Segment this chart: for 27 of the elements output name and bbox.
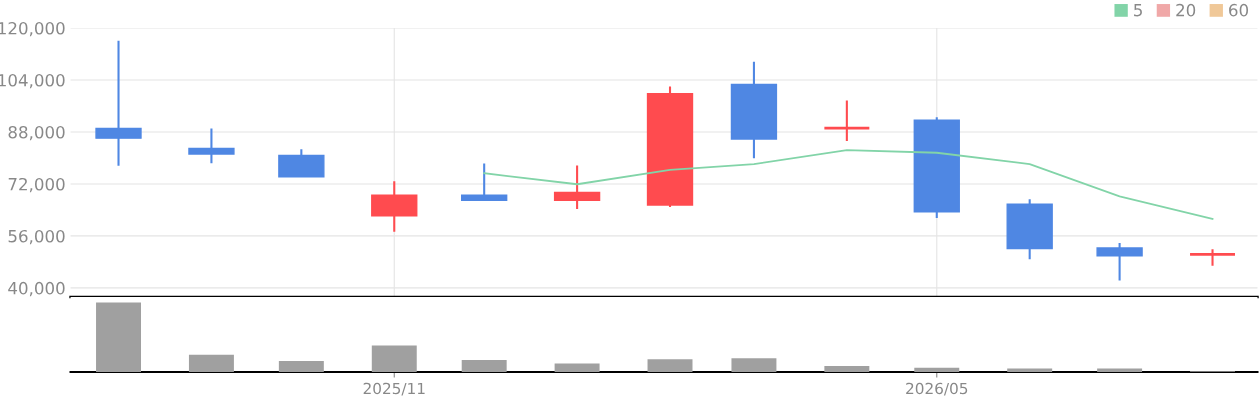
bar: [188, 354, 234, 372]
candlestick: [461, 162, 508, 202]
x-tick-label: 2025/11: [363, 382, 425, 396]
candlestick: [95, 39, 142, 167]
bar: [731, 358, 777, 372]
candlestick: [188, 127, 235, 165]
line-series: [483, 149, 1214, 220]
y-tick-label: 56,000: [8, 229, 65, 245]
y-tick-label: 72,000: [8, 177, 65, 193]
candlestick: [553, 164, 601, 210]
bar: [647, 359, 693, 372]
candlestick: [822, 99, 871, 143]
bar: [824, 366, 870, 372]
y-tick-label: 88,000: [8, 125, 65, 141]
bar: [554, 363, 600, 372]
legend-label: 20: [1176, 3, 1196, 17]
candlestick: [1096, 242, 1143, 282]
y-tick-label: 40,000: [8, 281, 65, 297]
bar: [461, 359, 507, 372]
x-tick-label: 2026/05: [906, 382, 968, 396]
bar: [278, 360, 324, 372]
bar: [371, 345, 417, 372]
legend-label: 60: [1229, 3, 1249, 17]
legend-label: 5: [1134, 4, 1142, 17]
bar: [914, 367, 960, 372]
bar: [96, 302, 141, 372]
candlestick: [1188, 248, 1237, 267]
